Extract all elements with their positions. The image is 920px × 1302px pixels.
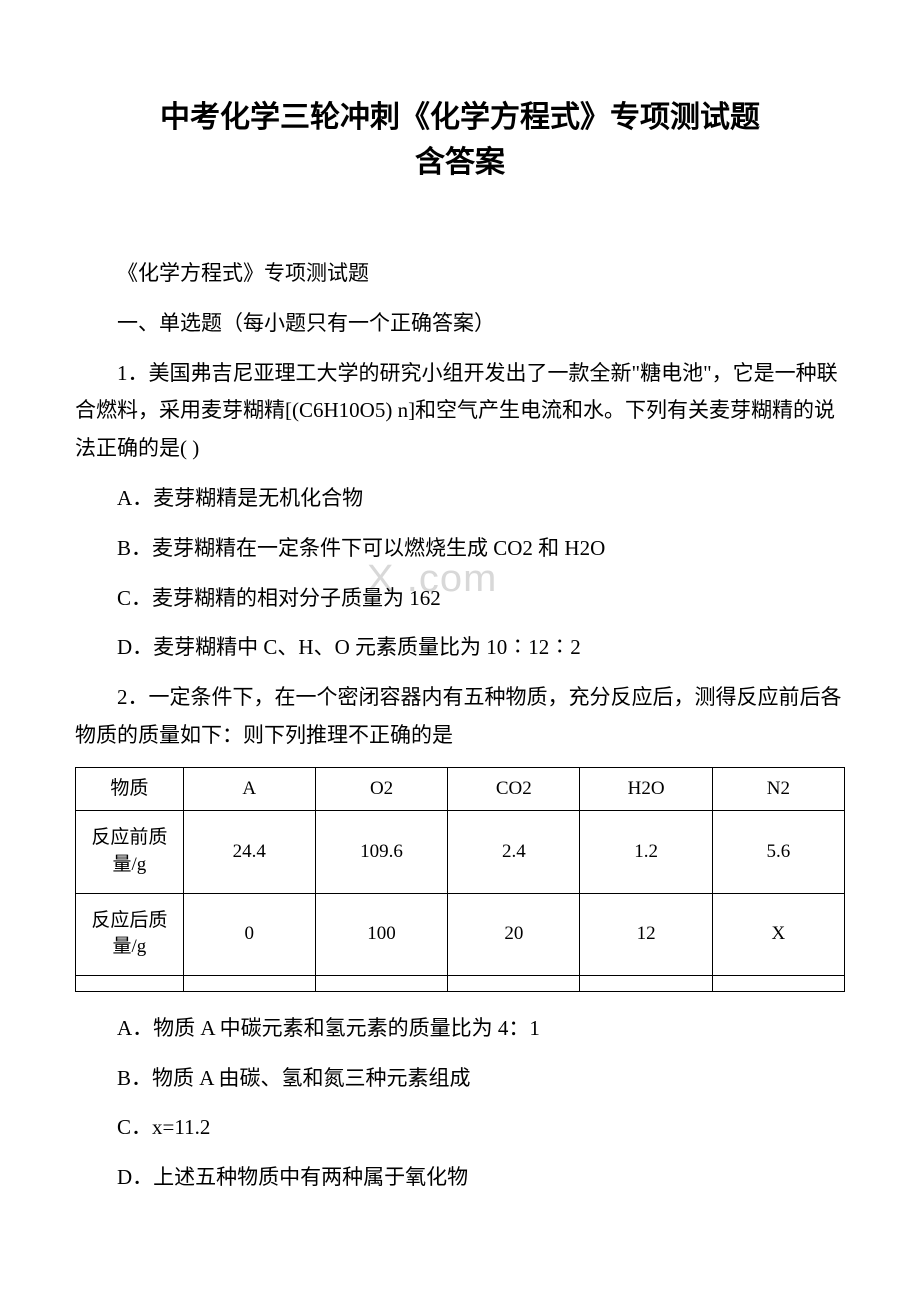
q1-option-c: C．麦芽糊精的相对分子质量为 162	[75, 580, 845, 618]
q2-data-table: 物质 A O2 CO2 H2O N2 反应前质量/g 24.4 109.6 2.…	[75, 767, 845, 992]
q2-stem: 2．一定条件下，在一个密闭容器内有五种物质，充分反应后，测得反应前后各物质的质量…	[75, 679, 845, 755]
q2-option-c: C．x=11.2	[75, 1109, 845, 1147]
table-row: 反应前质量/g 24.4 109.6 2.4 1.2 5.6	[76, 811, 845, 893]
table-cell: 100	[315, 893, 447, 975]
table-cell: 0	[183, 893, 315, 975]
subtitle: 《化学方程式》专项测试题	[75, 255, 845, 293]
document-content: 中考化学三轮冲刺《化学方程式》专项测试题 含答案 《化学方程式》专项测试题 一、…	[75, 95, 845, 1197]
q1-option-d: D．麦芽糊精中 C、H、O 元素质量比为 10∶12∶2	[75, 629, 845, 667]
table-cell-empty	[76, 975, 184, 991]
table-cell: 109.6	[315, 811, 447, 893]
table-cell-empty	[183, 975, 315, 991]
document-title: 中考化学三轮冲刺《化学方程式》专项测试题 含答案	[75, 95, 845, 185]
q2-option-b: B．物质 A 由碳、氢和氮三种元素组成	[75, 1060, 845, 1098]
table-cell: O2	[315, 767, 447, 811]
table-cell: CO2	[448, 767, 580, 811]
q1-option-b: B．麦芽糊精在一定条件下可以燃烧生成 CO2 和 H2O	[75, 530, 845, 568]
table-cell-empty	[448, 975, 580, 991]
table-row	[76, 975, 845, 991]
q1-stem: 1．美国弗吉尼亚理工大学的研究小组开发出了一款全新"糖电池"，它是一种联合燃料，…	[75, 355, 845, 468]
title-line-2: 含答案	[415, 146, 505, 179]
table-header-cell: 物质	[76, 767, 184, 811]
table-header-cell: 反应前质量/g	[76, 811, 184, 893]
table-cell-empty	[712, 975, 844, 991]
table-row: 物质 A O2 CO2 H2O N2	[76, 767, 845, 811]
table-row: 反应后质量/g 0 100 20 12 X	[76, 893, 845, 975]
table-cell-empty	[580, 975, 712, 991]
table-cell: 2.4	[448, 811, 580, 893]
table-cell: 24.4	[183, 811, 315, 893]
q2-option-d: D．上述五种物质中有两种属于氧化物	[75, 1159, 845, 1197]
section-heading: 一、单选题（每小题只有一个正确答案）	[75, 305, 845, 343]
table-cell: 12	[580, 893, 712, 975]
q2-option-a: A．物质 A 中碳元素和氢元素的质量比为 4：1	[75, 1010, 845, 1048]
title-line-1: 中考化学三轮冲刺《化学方程式》专项测试题	[160, 101, 760, 134]
table-cell-empty	[315, 975, 447, 991]
table-header-cell: 反应后质量/g	[76, 893, 184, 975]
table-cell: 1.2	[580, 811, 712, 893]
table-cell: A	[183, 767, 315, 811]
table-cell: 20	[448, 893, 580, 975]
q1-option-a: A．麦芽糊精是无机化合物	[75, 480, 845, 518]
table-cell: X	[712, 893, 844, 975]
table-cell: N2	[712, 767, 844, 811]
table-cell: H2O	[580, 767, 712, 811]
table-cell: 5.6	[712, 811, 844, 893]
